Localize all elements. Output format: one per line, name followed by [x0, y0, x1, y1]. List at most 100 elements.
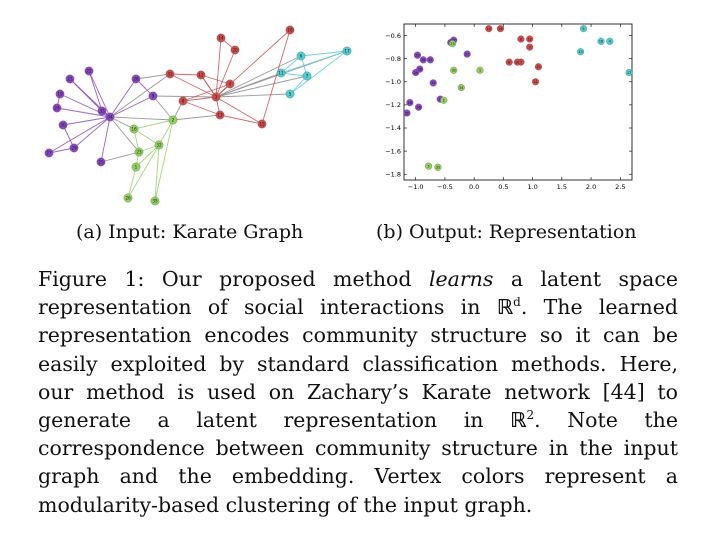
graph-node-label: 11: [278, 71, 284, 76]
dimension-d-superscript: d: [513, 295, 521, 310]
graph-node: 11: [276, 68, 286, 78]
graph-edge: [158, 119, 174, 146]
graph-edge: [280, 55, 302, 74]
scatter-point-label: 13: [578, 50, 582, 54]
graph-edge: [300, 50, 348, 57]
graph-node-label: 2: [172, 118, 175, 123]
x-tick-label: 1.5: [557, 183, 567, 191]
graph-node-label: 31: [167, 72, 173, 77]
graph-edge: [109, 116, 135, 130]
scatter-point-marker: [429, 79, 437, 87]
graph-node-circle: [131, 74, 141, 84]
graph-node-label: 8: [182, 99, 185, 104]
graph-node-circle: [296, 51, 306, 61]
graph-node-label: 15: [259, 122, 265, 127]
graph-node: 5: [285, 89, 295, 99]
scatter-point: 31: [429, 79, 437, 87]
scatter-point-marker: [625, 69, 633, 77]
scatter-point-label: 6: [508, 60, 510, 64]
graph-node-circle: [342, 46, 352, 56]
graph-edge: [280, 72, 308, 77]
scatter-point-label: 16: [408, 101, 412, 105]
graph-node-label: 24: [54, 106, 60, 111]
scatter-point: 6: [505, 58, 513, 66]
scatter-point-marker: [577, 48, 585, 56]
graph-node-label: 27: [46, 151, 52, 156]
graph-node: 19: [55, 89, 65, 99]
graph-node: 27: [44, 148, 54, 158]
graph-node-circle: [97, 106, 107, 116]
graph-edge: [100, 116, 111, 163]
graph-node-circle: [69, 143, 79, 153]
graph-node-circle: [150, 196, 160, 206]
graph-edge: [69, 78, 103, 112]
graph-node-label: 19: [57, 92, 63, 97]
graph-edge: [73, 116, 111, 149]
real-plane-symbol: ℝ: [510, 408, 527, 433]
graph-node-label: 28: [133, 77, 139, 82]
scatter-point-marker: [406, 99, 414, 107]
graph-node: 17: [342, 46, 352, 56]
graph-node-label: 25: [98, 160, 104, 165]
graph-node-circle: [302, 71, 312, 81]
graph-edge: [109, 78, 137, 118]
subfigure-a-caption: (a) Input: Karate Graph: [76, 221, 303, 243]
plot-frame: [403, 23, 633, 181]
figure-caption: Figure 1: Our proposed method learns a l…: [38, 265, 678, 519]
x-tick-label: 2.5: [615, 183, 625, 191]
scatter-point-marker: [505, 58, 513, 66]
graph-node-label: 30: [60, 123, 66, 128]
graph-edge: [215, 96, 263, 125]
representation-scatter-plot: −1.0 −0.5 0.0 0.5 1.0 1.5 2.0 2.5 −0.6 −0.8 −1.0 −1…: [385, 23, 633, 191]
graph-node: 7: [302, 71, 312, 81]
scatter-point-label: 33: [452, 69, 456, 73]
graph-node-circle: [134, 147, 144, 157]
caption-text-2: a latent space representation of social …: [38, 267, 678, 320]
scatter-point-label: 26: [417, 106, 421, 110]
scatter-point: 10: [597, 37, 605, 45]
graph-node-label: 26: [125, 196, 131, 201]
scatter-point-marker: [448, 40, 457, 48]
graph-edge: [88, 70, 111, 118]
graph-node: 3: [211, 92, 221, 102]
scatter-point-label: 25: [428, 58, 432, 62]
graph-node-circle: [215, 110, 225, 120]
y-tick-label: −1.2: [385, 101, 401, 109]
scatter-point-marker: [419, 56, 427, 64]
scatter-point-marker: [513, 58, 521, 66]
scatter-point-marker: [415, 103, 423, 111]
graph-node-circle: [257, 119, 267, 129]
graph-node: 18: [285, 25, 295, 35]
graph-node: 14: [216, 33, 226, 43]
graph-node-circle: [168, 115, 178, 125]
y-tick-label: −0.6: [385, 32, 401, 40]
graph-edge: [172, 114, 221, 121]
x-tick-label: 0.5: [498, 183, 508, 191]
graph-edge: [280, 50, 348, 74]
scatter-point-label: 24: [414, 71, 418, 75]
y-tick-label: −1.0: [385, 78, 401, 86]
graph-node-circle: [178, 96, 188, 106]
graph-node-label: 1: [135, 165, 138, 170]
graph-node: 9: [148, 91, 158, 101]
graph-edge: [215, 49, 236, 98]
scatter-point-label: 29: [415, 54, 419, 58]
figure-label: Figure 1:: [38, 267, 145, 291]
graph-edge: [127, 166, 137, 199]
graph-edge: [133, 119, 174, 130]
scatter-point: 14: [485, 25, 493, 33]
graph-node-circle: [230, 45, 240, 55]
graph-node-circle: [96, 157, 106, 167]
scatter-point: 32: [403, 109, 411, 117]
caption-text-4: . Note the correspondence between commun…: [38, 408, 678, 517]
scatter-point: 5: [425, 162, 433, 170]
scatter-point-label: 34: [459, 86, 463, 90]
graph-edge: [182, 96, 217, 102]
graph-node: 4: [225, 79, 235, 89]
caption-emphasis: learns: [428, 267, 494, 291]
graph-nodes: 1234567891112131415161718192021222324252…: [44, 25, 352, 206]
scatter-point-label: 23: [450, 42, 454, 46]
graph-edge: [215, 37, 222, 98]
scatter-point-marker: [434, 163, 442, 171]
graph-node-circle: [129, 124, 139, 134]
